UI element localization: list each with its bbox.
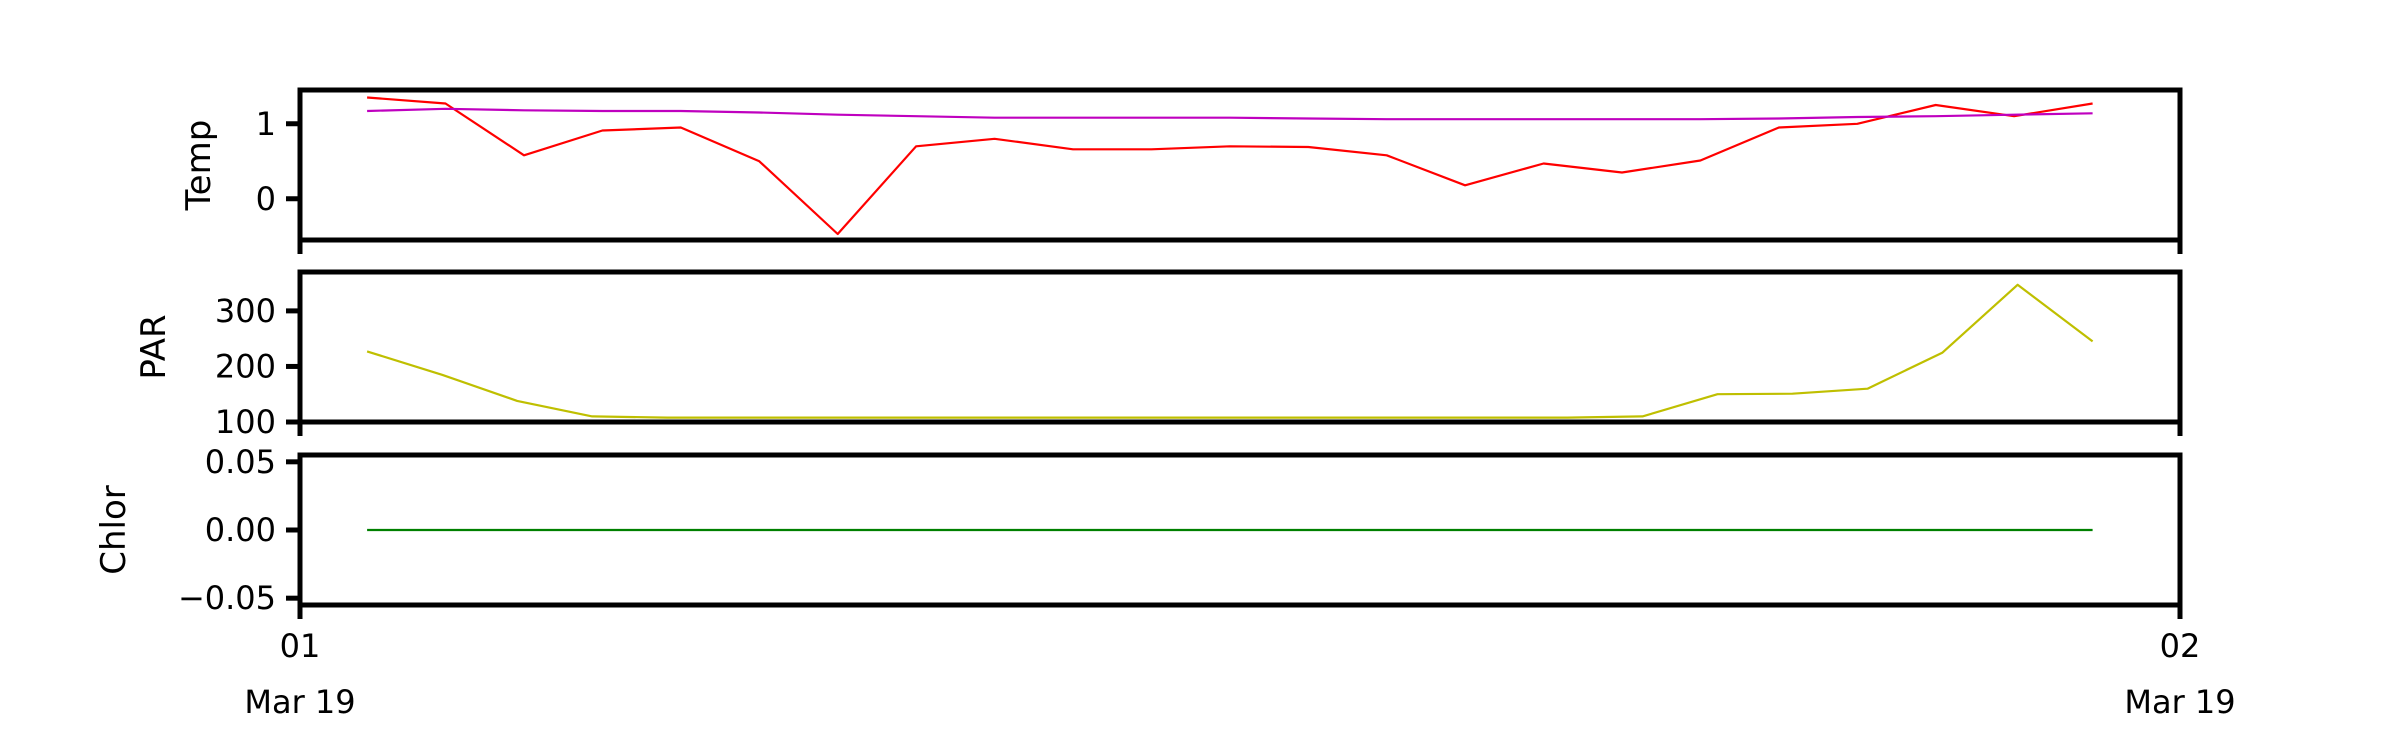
ylabel-chlor: Chlor bbox=[94, 485, 134, 575]
ytick-label-par-0: 100 bbox=[215, 403, 276, 441]
ylabel-temp: Temp bbox=[179, 120, 219, 212]
xtick-label-month-0: Mar 19 bbox=[244, 683, 355, 721]
xtick-label-month-1: Mar 19 bbox=[2124, 683, 2235, 721]
ytick-label-par-2: 300 bbox=[215, 292, 276, 330]
xtick-label-day-1: 02 bbox=[2160, 627, 2201, 665]
series-line-par-0 bbox=[366, 283, 2094, 419]
panel-frame-temp bbox=[297, 87, 2183, 243]
ytick-label-chlor-1: 0.00 bbox=[205, 511, 276, 549]
series-line-temp-0 bbox=[367, 96, 2093, 236]
ytick-label-temp-1: 1 bbox=[256, 105, 276, 143]
ylabel-par: PAR bbox=[134, 314, 174, 379]
ytick-label-temp-0: 0 bbox=[256, 180, 276, 218]
series-line-temp-1 bbox=[367, 107, 2093, 121]
ytick-label-chlor-0: −0.05 bbox=[178, 579, 276, 617]
panel-frame-par bbox=[297, 269, 2183, 425]
xtick-label-day-0: 01 bbox=[280, 627, 321, 665]
ytick-label-chlor-2: 0.05 bbox=[205, 443, 276, 481]
ytick-label-par-1: 200 bbox=[215, 347, 276, 385]
